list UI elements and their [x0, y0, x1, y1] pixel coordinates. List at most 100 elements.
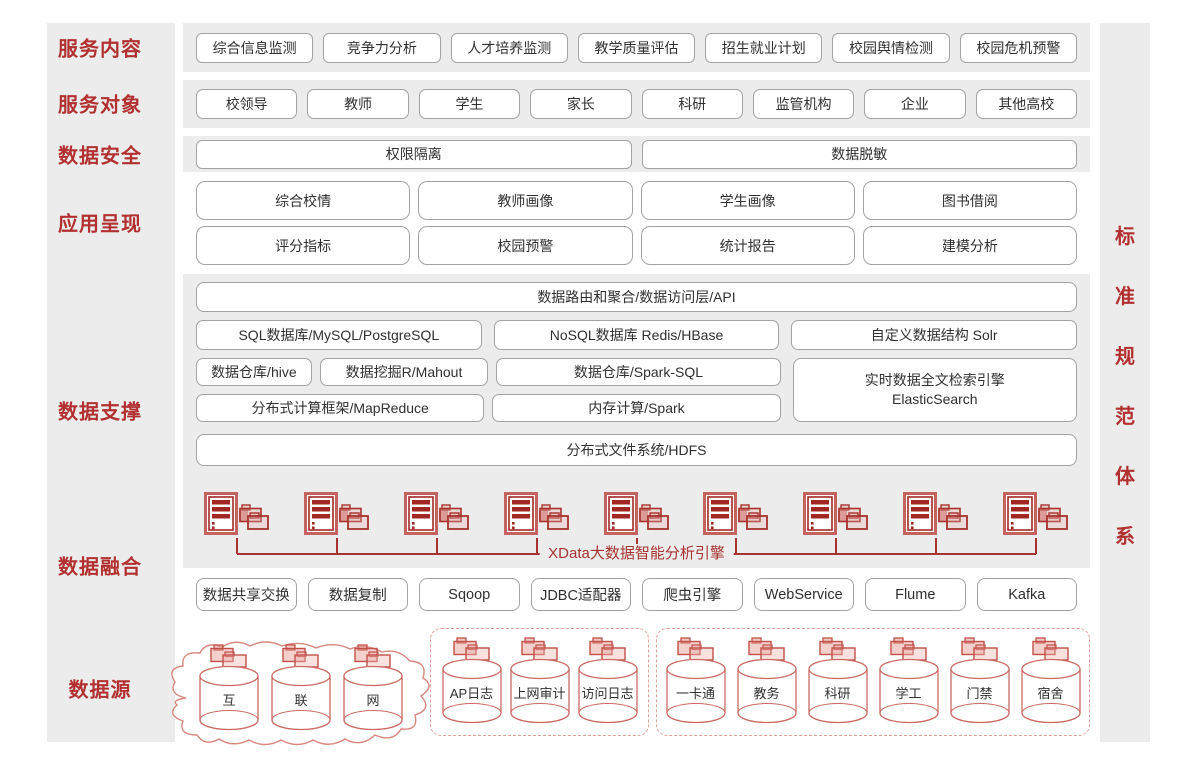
source-cylinder-campus: 学工	[878, 635, 940, 731]
fusion-item: 数据复制	[307, 578, 408, 611]
source-cylinder-campus: 科研	[807, 635, 869, 731]
service-target-item: 企业	[864, 89, 966, 119]
rail-char: 准	[1115, 286, 1135, 308]
standards-rail-text: 标 准 规 范 体 系	[1100, 226, 1150, 548]
service-content-item: 招生就业计划	[705, 32, 823, 63]
service-content-band: 综合信息监测 竞争力分析 人才培养监测 教学质量评估 招生就业计划 校园舆情检测…	[183, 23, 1090, 72]
service-targets-band: 校领导 教师 学生 家长 科研 监管机构 企业 其他高校	[183, 80, 1090, 128]
doc-folder-icon	[502, 492, 572, 554]
fusion-item: Sqoop	[419, 578, 520, 611]
service-target-item: 家长	[530, 89, 632, 119]
source-cylinder-internet: 互	[198, 642, 260, 738]
connector-tick	[1035, 538, 1037, 554]
elasticsearch-line1: 实时数据全文检索引擎	[864, 372, 1005, 388]
connector-tick	[335, 538, 338, 554]
service-content-item: 校园舆情检测	[832, 32, 950, 63]
fusion-item: WebService	[753, 578, 854, 611]
data-security-item: 权限隔离	[196, 139, 632, 169]
service-target-item: 科研	[641, 89, 743, 119]
row-label-data-support: 数据支撑	[58, 401, 142, 424]
cylinder-label: 科研	[824, 686, 851, 701]
source-cylinder-log: 访问日志	[577, 635, 639, 731]
cylinder-label: 上网审计	[513, 686, 566, 701]
spark-box: 内存计算/Spark	[492, 394, 781, 422]
row-label-service-targets: 服务对象	[58, 94, 142, 117]
source-cylinder-log: 上网审计	[509, 635, 571, 731]
connector-tick	[835, 538, 838, 554]
app-item: 评分指标	[196, 226, 411, 265]
source-cylinder-internet: 联	[270, 642, 332, 738]
cylinder-label: AP日志	[449, 686, 494, 701]
service-target-item: 其他高校	[975, 89, 1077, 119]
app-item: 综合校情	[196, 181, 411, 220]
data-fusion-row: 数据共享交换 数据复制 Sqoop JDBC适配器 爬虫引擎 WebServic…	[183, 578, 1090, 611]
connector-tick	[735, 538, 738, 554]
hdfs-box: 分布式文件系统/HDFS	[196, 434, 1077, 466]
service-content-item: 综合信息监测	[196, 32, 314, 63]
service-content-item: 教学质量评估	[577, 32, 696, 63]
rail-char: 规	[1115, 346, 1135, 368]
row-label-data-source: 数据源	[68, 679, 132, 702]
log-sources-group: AP日志 上网审计 访问日志	[430, 628, 649, 736]
hive-box: 数据仓库/hive	[196, 358, 312, 386]
service-content-item: 竞争力分析	[323, 32, 441, 63]
data-security-item: 数据脱敏	[641, 139, 1077, 169]
app-item: 建模分析	[862, 226, 1077, 265]
standards-rail: 标 准 规 范 体 系	[1100, 23, 1150, 742]
mahout-box: 数据挖掘R/Mahout	[319, 358, 489, 386]
service-content-item: 人才培养监测	[450, 32, 568, 63]
app-presentation-area: 综合校情 教师画像 学生画像 图书借阅 评分指标 校园预警 统计报告 建模分析	[183, 181, 1090, 271]
app-item: 校园预警	[418, 226, 633, 265]
connector-tick	[535, 538, 538, 554]
rail-char: 标	[1115, 226, 1135, 248]
source-cylinder-internet: 网	[342, 642, 404, 738]
connector-tick	[236, 538, 238, 554]
solr-box: 自定义数据结构 Solr	[791, 320, 1078, 350]
cylinder-label: 联	[294, 693, 308, 708]
source-cylinder-campus: 宿舍	[1020, 635, 1082, 731]
cylinder-label: 一卡通	[675, 686, 715, 701]
row-label-service-content: 服务内容	[58, 38, 142, 61]
doc-folder-icon	[302, 492, 372, 554]
doc-folder-icon	[202, 492, 272, 554]
connector-tick	[435, 538, 438, 554]
data-support-band: 数据路由和聚合/数据访问层/API SQL数据库/MySQL/PostgreSQ…	[183, 274, 1090, 568]
row-label-data-security: 数据安全	[58, 145, 142, 168]
nosql-db-box: NoSQL数据库 Redis/HBase	[493, 320, 780, 350]
app-item: 图书借阅	[862, 181, 1077, 220]
service-target-item: 监管机构	[752, 89, 855, 119]
cylinder-label: 教务	[753, 686, 780, 701]
app-item: 教师画像	[418, 181, 633, 220]
cylinder-label: 互	[222, 693, 236, 708]
api-layer-box: 数据路由和聚合/数据访问层/API	[196, 282, 1077, 312]
fusion-item: Kafka	[976, 578, 1077, 611]
source-cylinder-campus: 教务	[736, 635, 798, 731]
mapreduce-box: 分布式计算框架/MapReduce	[196, 394, 485, 422]
doc-folder-icon	[402, 492, 472, 554]
row-label-app-presentation: 应用呈现	[58, 213, 142, 236]
cylinder-label: 访问日志	[581, 686, 634, 701]
source-cylinder-campus: 一卡通	[665, 635, 727, 731]
doc-folder-icon	[801, 492, 871, 554]
cylinder-label: 宿舍	[1037, 686, 1064, 701]
elasticsearch-line2: ElasticSearch	[892, 391, 978, 407]
xdata-engine-label: XData大数据智能分析引擎	[539, 544, 734, 564]
xdata-engine-block: XData大数据智能分析引擎	[196, 492, 1077, 570]
left-category-rail: 服务内容 服务对象 数据安全 应用呈现 数据支撑 数据融合 数据源	[47, 23, 175, 742]
fusion-item: 爬虫引擎	[642, 578, 743, 611]
doc-folder-icon	[1001, 492, 1071, 554]
app-item: 统计报告	[640, 226, 855, 265]
rail-char: 体	[1115, 466, 1135, 488]
service-target-item: 校领导	[196, 89, 298, 119]
cylinder-label: 网	[366, 693, 380, 708]
rail-char: 范	[1115, 406, 1135, 428]
source-cylinder-campus: 门禁	[949, 635, 1011, 731]
service-target-item: 学生	[418, 89, 521, 119]
cylinder-label: 学工	[895, 686, 922, 701]
fusion-item: Flume	[865, 578, 966, 611]
spark-sql-box: 数据仓库/Spark-SQL	[496, 358, 781, 386]
service-target-item: 教师	[307, 89, 409, 119]
fusion-item: 数据共享交换	[196, 578, 297, 611]
connector-tick	[935, 538, 938, 554]
cylinder-label: 门禁	[966, 686, 993, 701]
